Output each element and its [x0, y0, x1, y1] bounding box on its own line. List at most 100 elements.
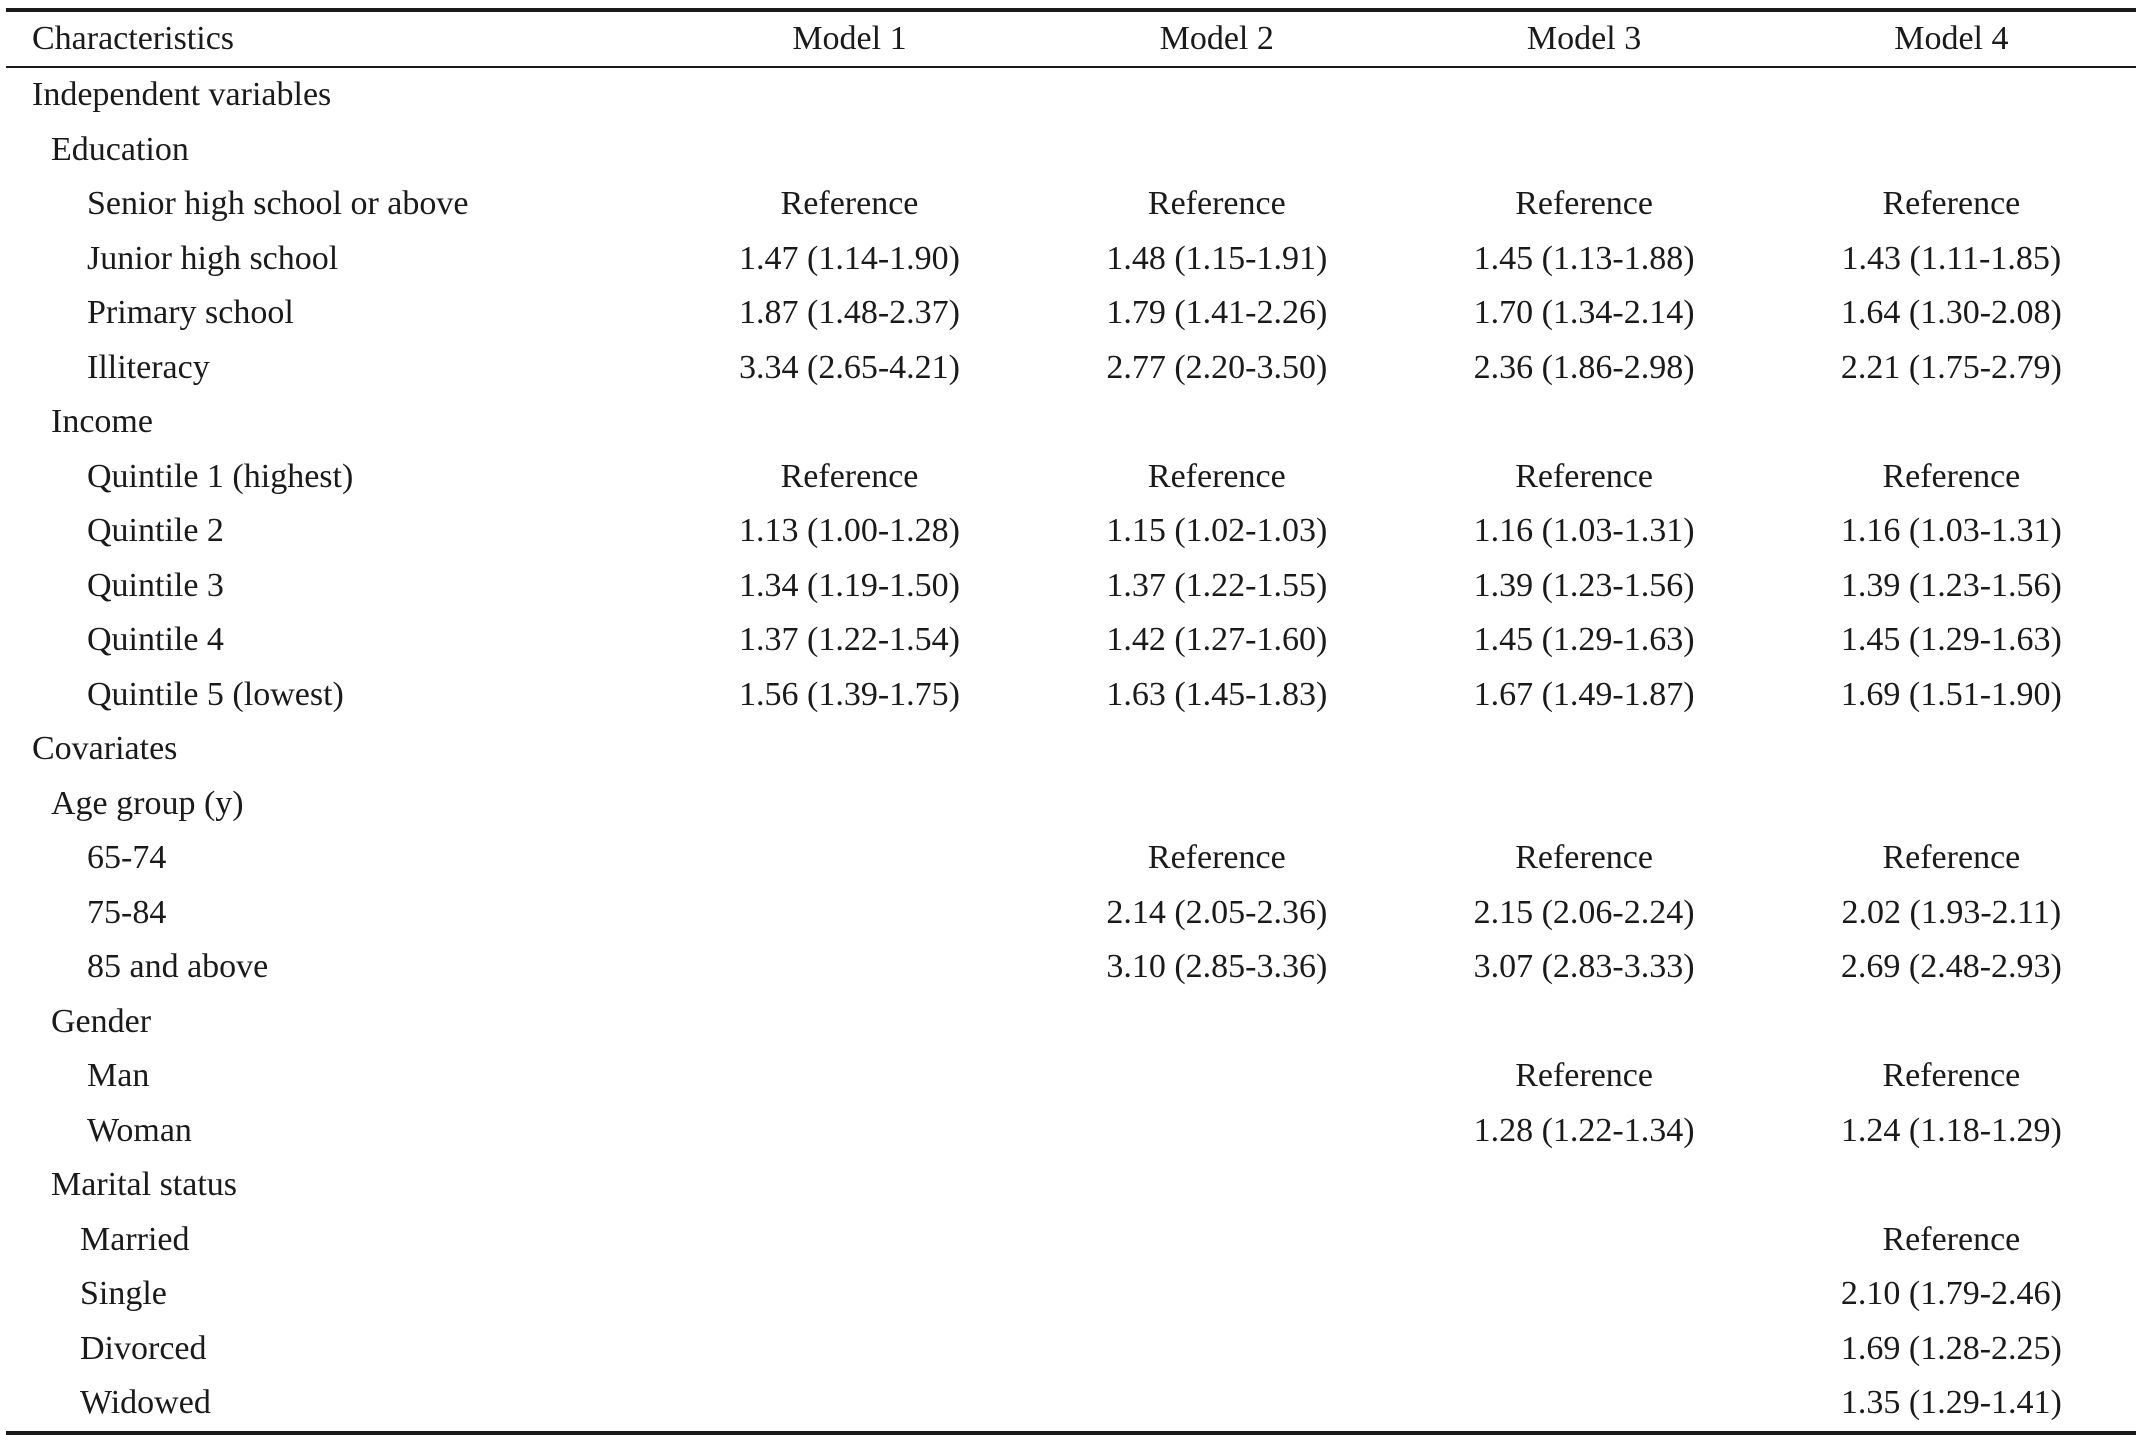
model-4-value: Reference [1882, 1057, 2021, 1095]
row-label: 85 and above [87, 948, 269, 986]
table-row: Marital status [6, 1158, 2136, 1213]
row-label: Gender [51, 1002, 152, 1040]
model-1-value: Reference [780, 185, 919, 223]
row-label: Man [87, 1057, 150, 1095]
table-top-rule [6, 8, 2136, 12]
model-1-value: 1.37 (1.22-1.54) [739, 621, 960, 659]
row-label: Married [80, 1220, 190, 1258]
model-4-value: 1.24 (1.18-1.29) [1840, 1111, 2062, 1149]
model-1-value: 3.34 (2.65-4.21) [739, 348, 960, 386]
model-3-value: Reference [1515, 839, 1653, 877]
model-3-value: 1.39 (1.23-1.56) [1473, 566, 1695, 604]
table-row: Gender [6, 995, 2136, 1050]
model-4-value: 1.43 (1.11-1.85) [1841, 239, 2062, 277]
model-2-value: 1.15 (1.02-1.03) [1106, 512, 1328, 550]
model-4-value: 1.35 (1.29-1.41) [1840, 1384, 2062, 1422]
row-label: Quintile 1 (highest) [87, 457, 354, 495]
table-row: Man Reference Reference [6, 1049, 2136, 1104]
header-characteristics: Characteristics [32, 20, 235, 57]
row-label: Independent variables [32, 76, 332, 114]
row-label: Widowed [80, 1384, 211, 1422]
model-1-value: 1.13 (1.00-1.28) [739, 512, 960, 550]
model-3-value: 1.45 (1.13-1.88) [1473, 239, 1695, 277]
table-row: Age group (y) [6, 777, 2136, 832]
table-header-rule [6, 66, 2136, 68]
table-header-row: Characteristics Model 1 Model 2 Model 3 … [6, 12, 2136, 66]
table-row: Education [6, 123, 2136, 178]
model-4-value: 1.69 (1.51-1.90) [1840, 675, 2062, 713]
model-2-value: 1.79 (1.41-2.26) [1106, 294, 1328, 332]
model-3-value: 2.15 (2.06-2.24) [1473, 893, 1695, 931]
results-table: Characteristics Model 1 Model 2 Model 3 … [6, 8, 2136, 1435]
table-row: Senior high school or above Reference Refe… [6, 177, 2136, 232]
model-4-value: Reference [1882, 839, 2021, 877]
table-row: Divorced 1.69 (1.28-2.25) [6, 1322, 2136, 1377]
model-4-value: Reference [1882, 185, 2021, 223]
table-row: Quintile 5 (lowest) 1.56 (1.39-1.75) 1.63 … [6, 668, 2136, 723]
table-row: Quintile 2 1.13 (1.00-1.28) 1.15 (1.02-1.0… [6, 504, 2136, 559]
table-row: Widowed 1.35 (1.29-1.41) [6, 1376, 2136, 1431]
model-4-value: 1.39 (1.23-1.56) [1840, 566, 2062, 604]
table-row: Woman 1.28 (1.22-1.34) 1.24 (1.18-1.29) [6, 1104, 2136, 1159]
row-label: Woman [87, 1111, 192, 1149]
model-3-value: 2.36 (1.86-2.98) [1473, 348, 1695, 386]
table-row: Married Reference [6, 1213, 2136, 1268]
model-3-value: Reference [1515, 1057, 1653, 1095]
model-3-value: 1.67 (1.49-1.87) [1473, 675, 1695, 713]
row-label: Illiteracy [87, 348, 210, 386]
row-label: Primary school [87, 294, 294, 332]
model-4-value: Reference [1882, 457, 2021, 495]
table-row: Primary school 1.87 (1.48-2.37) 1.79 (1.41… [6, 286, 2136, 341]
row-label: Divorced [80, 1329, 207, 1367]
model-4-value: 2.21 (1.75-2.79) [1840, 348, 2062, 386]
model-3-value: 1.45 (1.29-1.63) [1473, 621, 1695, 659]
table-row: Income [6, 395, 2136, 450]
model-2-value: 1.63 (1.45-1.83) [1106, 675, 1328, 713]
table-row: 75-84 2.14 (2.05-2.36) 2.15 (2.06-2.24) 2.0… [6, 886, 2136, 941]
table-row: Single 2.10 (1.79-2.46) [6, 1267, 2136, 1322]
model-4-value: 2.69 (2.48-2.93) [1840, 948, 2062, 986]
row-label: Education [51, 130, 189, 168]
row-label: Single [80, 1275, 167, 1313]
row-label: Marital status [51, 1166, 238, 1204]
model-4-value: 2.02 (1.93-2.11) [1841, 893, 2062, 931]
row-label: Junior high school [87, 239, 339, 277]
table-row: Junior high school 1.47 (1.14-1.90) 1.48 (… [6, 232, 2136, 287]
row-label: Income [51, 403, 153, 441]
model-2-value: 1.42 (1.27-1.60) [1106, 621, 1328, 659]
row-label: Age group (y) [51, 784, 244, 822]
model-2-value: 3.10 (2.85-3.36) [1106, 948, 1328, 986]
table-row: 85 and above 3.10 (2.85-3.36) 3.07 (2.83-3… [6, 940, 2136, 995]
model-3-value: 3.07 (2.83-3.33) [1473, 948, 1695, 986]
model-2-value: Reference [1147, 457, 1286, 495]
table-row: Quintile 1 (highest) Reference Reference Re… [6, 450, 2136, 505]
model-2-value: 2.77 (2.20-3.50) [1106, 348, 1328, 386]
table-body: Independent variables Education Senior hig… [6, 68, 2136, 1431]
header-model-1: Model 1 [792, 20, 907, 57]
header-model-4: Model 4 [1894, 20, 2009, 57]
model-4-value: 1.16 (1.03-1.31) [1840, 512, 2062, 550]
model-1-value: 1.47 (1.14-1.90) [739, 239, 960, 277]
table-row: Independent variables [6, 68, 2136, 123]
table-row: Illiteracy 3.34 (2.65-4.21) 2.77 (2.20-3.5… [6, 341, 2136, 396]
model-1-value: 1.34 (1.19-1.50) [739, 566, 960, 604]
model-3-value: Reference [1515, 185, 1653, 223]
table-row: Quintile 3 1.34 (1.19-1.50) 1.37 (1.22-1.5… [6, 559, 2136, 614]
model-2-value: Reference [1147, 185, 1286, 223]
header-model-2: Model 2 [1159, 20, 1274, 57]
model-4-value: 1.69 (1.28-2.25) [1840, 1329, 2062, 1367]
model-2-value: 1.48 (1.15-1.91) [1106, 239, 1328, 277]
model-3-value: 1.28 (1.22-1.34) [1473, 1111, 1695, 1149]
model-4-value: 2.10 (1.79-2.46) [1840, 1275, 2062, 1313]
table-row: 65-74 Reference Reference Reference [6, 831, 2136, 886]
table-row: Quintile 4 1.37 (1.22-1.54) 1.42 (1.27-1.6… [6, 613, 2136, 668]
model-1-value: 1.56 (1.39-1.75) [739, 675, 960, 713]
model-4-value: 1.64 (1.30-2.08) [1840, 294, 2062, 332]
row-label: Quintile 2 [87, 512, 224, 550]
model-1-value: Reference [780, 457, 919, 495]
model-3-value: Reference [1515, 457, 1653, 495]
row-label: Quintile 3 [87, 566, 224, 604]
model-2-value: Reference [1147, 839, 1286, 877]
row-label: 65-74 [87, 839, 167, 877]
model-4-value: Reference [1882, 1220, 2021, 1258]
